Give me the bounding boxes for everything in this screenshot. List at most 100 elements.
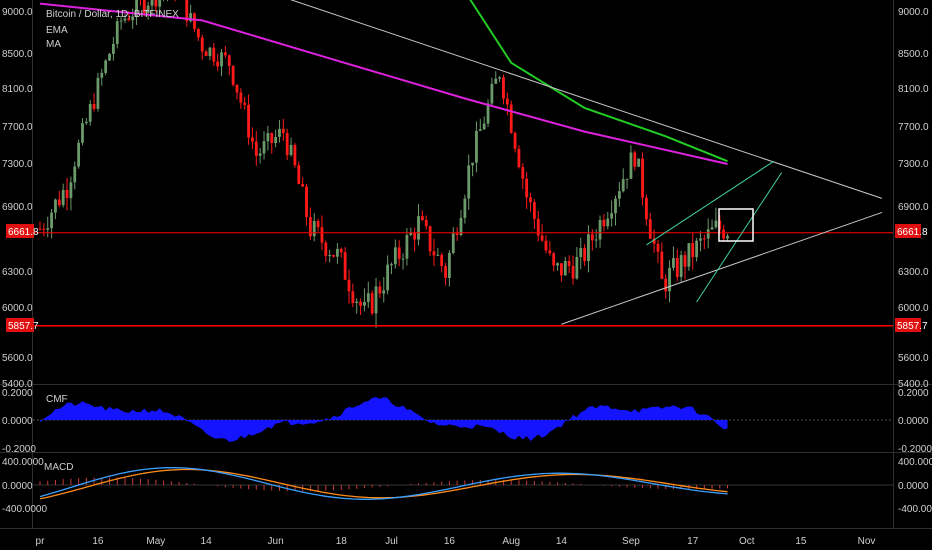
price-tick-left: 6000.0 xyxy=(2,303,33,314)
candle-body xyxy=(212,47,216,62)
candle-body xyxy=(625,178,629,180)
candle-body xyxy=(223,52,227,56)
macd-line xyxy=(39,467,728,500)
candle-body xyxy=(714,220,718,228)
macd-tick-right: -400.0000 xyxy=(898,504,932,515)
candle-body xyxy=(517,148,521,168)
macd-tick-left: -400.0000 xyxy=(2,504,47,515)
axes: 9000.0 9000.0 8500.0 8500.0 8100.0 8100.0 7700… xyxy=(2,7,932,547)
candle-body xyxy=(467,165,471,199)
candle-body xyxy=(308,217,312,237)
price-tick-left: 6900.0 xyxy=(2,202,33,213)
candle-body xyxy=(563,261,567,276)
candle-body xyxy=(370,293,374,314)
macd-signal-line xyxy=(39,468,728,500)
support-price-tag-right: 5857.7 xyxy=(895,318,928,332)
candle-body xyxy=(687,243,691,267)
candle-body xyxy=(339,248,343,253)
cmf-label[interactable]: CMF xyxy=(46,394,68,405)
candle-body xyxy=(668,267,671,292)
candle-body xyxy=(432,251,436,256)
selection-box[interactable] xyxy=(718,208,754,242)
candle-body xyxy=(486,103,490,124)
candle-body xyxy=(424,219,428,227)
candle-body xyxy=(46,228,50,230)
candle-body xyxy=(637,158,641,167)
candle-body xyxy=(532,202,536,219)
price-tick-left: 9000.0 xyxy=(2,7,33,18)
candle-body xyxy=(444,266,447,278)
candle-body xyxy=(567,261,571,266)
candle-body xyxy=(448,253,451,278)
symbol-title[interactable]: Bitcoin / Dollar, 1D, BITFINEX xyxy=(46,9,179,20)
candle-body xyxy=(641,158,644,198)
candle-body xyxy=(96,77,100,109)
ma-legend[interactable]: MA xyxy=(46,39,61,50)
candle-body xyxy=(401,258,405,260)
candle-body xyxy=(293,144,297,166)
price-tick-left: 8500.0 xyxy=(2,49,33,60)
candle-body xyxy=(270,133,274,143)
candle-body xyxy=(648,219,652,239)
candle-body xyxy=(81,123,84,143)
candle-body xyxy=(722,229,726,239)
time-label: May xyxy=(146,536,165,547)
candle-body xyxy=(258,153,262,156)
candle-body xyxy=(675,258,679,277)
candle-body xyxy=(478,129,482,131)
time-label: 14 xyxy=(556,536,568,547)
candle-body xyxy=(633,152,637,167)
candle-body xyxy=(455,233,459,236)
ema-legend[interactable]: EMA xyxy=(46,25,68,36)
macd-tick-left: 0.0000 xyxy=(2,481,33,492)
price-tick-right: 6900.0 xyxy=(898,202,929,213)
candle-body xyxy=(131,16,135,21)
candle-body xyxy=(502,77,505,99)
candle-body xyxy=(142,0,146,13)
candle-body xyxy=(146,5,150,13)
cmf-pane xyxy=(33,397,893,442)
candle-body xyxy=(718,220,722,230)
candle-body xyxy=(196,28,200,38)
macd-label[interactable]: MACD xyxy=(44,462,73,473)
candle-body xyxy=(382,290,386,294)
price-tick-left: 8100.0 xyxy=(2,84,33,95)
candle-body xyxy=(390,264,393,266)
candle-body xyxy=(289,144,293,155)
price-tick-left: 5400.0 xyxy=(2,379,33,390)
candle-body xyxy=(579,248,583,258)
candle-body xyxy=(50,212,53,229)
candle-body xyxy=(629,152,633,179)
candle-body xyxy=(548,250,552,254)
candle-body xyxy=(278,128,281,137)
candle-body xyxy=(726,235,729,239)
time-label: Jul xyxy=(385,536,398,547)
candle-body xyxy=(575,257,579,279)
candle-body xyxy=(119,20,123,22)
candle-body xyxy=(324,242,328,256)
candle-body xyxy=(208,47,212,57)
candle-body xyxy=(189,13,193,22)
time-label: 16 xyxy=(444,536,456,547)
price-tick-right: 8100.0 xyxy=(898,84,929,95)
candle-body xyxy=(77,142,81,167)
candle-body xyxy=(115,21,119,44)
price-tick-right: 9000.0 xyxy=(898,7,929,18)
time-label: 18 xyxy=(336,536,348,547)
candle-body xyxy=(672,258,675,268)
candle-body xyxy=(440,254,444,267)
candle-body xyxy=(397,247,401,259)
candle-body xyxy=(351,291,355,303)
ascending-trendline xyxy=(561,211,883,325)
candle-body xyxy=(621,179,625,192)
candle-body xyxy=(413,232,417,240)
candle-body xyxy=(204,51,208,57)
candle-body xyxy=(42,228,46,230)
candle-body xyxy=(328,255,332,257)
cmf-tick-right: -0.2000 xyxy=(898,444,932,455)
candle-body xyxy=(505,98,509,105)
candle-body xyxy=(378,286,382,294)
candle-body xyxy=(540,235,544,241)
candle-body xyxy=(347,279,351,292)
